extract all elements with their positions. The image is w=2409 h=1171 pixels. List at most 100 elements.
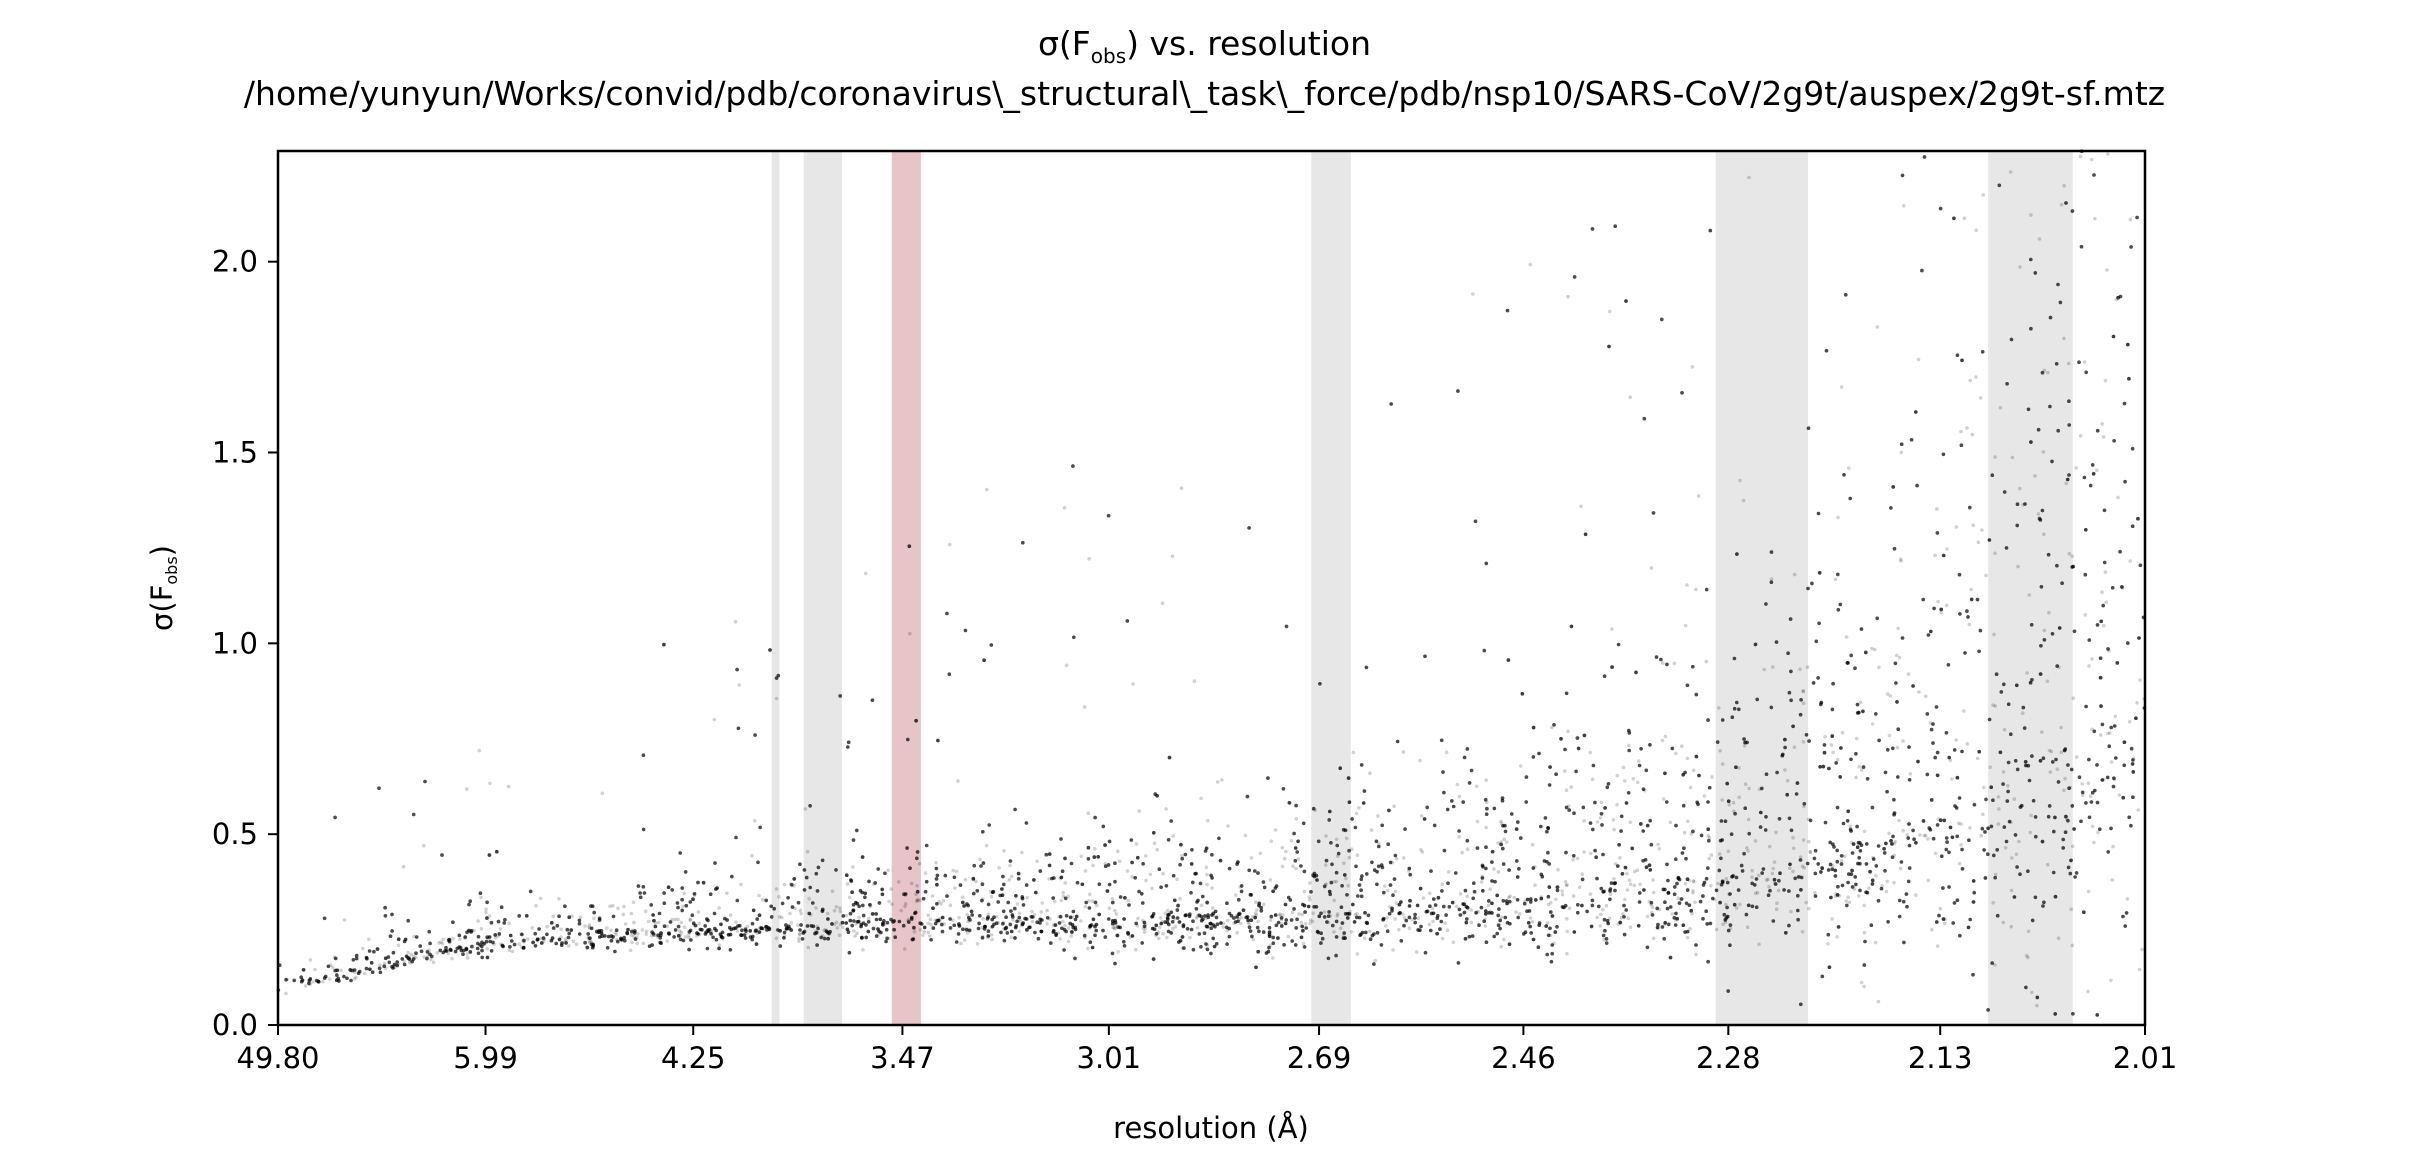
scatter-point [1261,902,1266,907]
scatter-points [276,149,2147,1017]
scatter-point [728,932,733,937]
scatter-point [860,855,865,859]
scatter-point [934,860,938,865]
scatter-point [1151,957,1156,961]
scatter-point [1933,553,1937,557]
scatter-point [908,631,912,636]
scatter-point [614,932,618,937]
scatter-point [1269,839,1274,843]
scatter-point [1623,897,1627,902]
scatter-point [777,895,781,899]
scatter-point [2113,714,2118,719]
scatter-point [1554,885,1559,890]
scatter-point [1402,916,1407,920]
scatter-point [887,936,891,941]
scatter-point [1621,912,1625,916]
scatter-point [1474,910,1479,914]
scatter-point [609,928,613,933]
scatter-point [1118,925,1122,929]
scatter-point [587,926,592,930]
scatter-point [1211,913,1215,918]
scatter-point [1431,919,1435,924]
scatter-point [1130,860,1134,865]
scatter-point [1530,920,1535,924]
scatter-point [313,967,317,972]
scatter-point [665,924,669,928]
scatter-point [1565,929,1569,934]
scatter-point [882,922,887,927]
scatter-point [635,935,639,940]
scatter-point [1743,740,1747,745]
scatter-point [1393,889,1398,894]
scatter-point [1674,751,1678,756]
scatter-point [1746,849,1750,853]
scatter-point [496,934,501,938]
scatter-point [1745,846,1749,850]
scatter-point [1702,794,1707,798]
scatter-point [545,924,549,929]
scatter-point [1093,846,1097,851]
scatter-point [629,933,634,937]
scatter-point [1952,216,1956,221]
scatter-point [808,913,813,917]
scatter-point [1788,866,1792,871]
scatter-point [1447,870,1451,874]
scatter-point [1807,839,1811,844]
scatter-point [1689,832,1694,836]
scatter-point [1083,869,1088,873]
scatter-point [1969,587,1973,592]
scatter-point [488,781,492,786]
scatter-point [1343,936,1347,940]
scatter-point [1238,885,1242,889]
scatter-point [1143,923,1148,927]
scatter-point [588,936,592,940]
scatter-point [644,929,649,934]
scatter-point [1675,916,1679,921]
scatter-point [1850,868,1854,873]
scatter-point [1854,775,1858,780]
scatter-point [1346,916,1350,920]
scatter-point [1289,839,1294,843]
scatter-point [1488,887,1492,891]
scatter-point [1830,917,1834,921]
scatter-point [1346,883,1350,888]
scatter-point [1800,930,1805,934]
scatter-point [1959,429,1963,434]
scatter-point [1131,682,1135,686]
scatter-point [1569,785,1573,789]
scatter-point [1175,877,1179,882]
title-subscript: obs [1090,44,1127,68]
scatter-point [1376,841,1381,846]
scatter-point [1416,916,1421,920]
scatter-point [1083,935,1087,940]
scatter-point [1692,879,1696,884]
scatter-point [1726,849,1731,853]
scatter-point [1308,921,1312,926]
scatter-point [1158,916,1163,920]
scatter-point [834,920,839,925]
scatter-point [1797,874,1802,879]
scatter-point [990,890,995,894]
scatter-point [1020,850,1024,855]
scatter-point [1123,896,1127,900]
scatter-point [1256,919,1260,924]
scatter-point [1657,847,1662,851]
scatter-point [1686,819,1690,824]
scatter-point [587,940,592,944]
scatter-point [2090,657,2094,661]
scatter-point [1294,817,1299,821]
scatter-point [1716,881,1720,886]
scatter-point [1180,935,1185,939]
scatter-point [2084,528,2088,532]
scatter-point [2018,486,2022,491]
scatter-point [903,904,907,909]
scatter-point [1063,924,1067,928]
scatter-point [1775,901,1779,905]
scatter-point [1116,849,1120,853]
scatter-point [872,882,876,886]
scatter-point [2127,376,2131,381]
scatter-point [912,929,917,934]
scatter-point [1694,952,1698,957]
scatter-point [1772,860,1777,864]
scatter-point [551,914,555,919]
